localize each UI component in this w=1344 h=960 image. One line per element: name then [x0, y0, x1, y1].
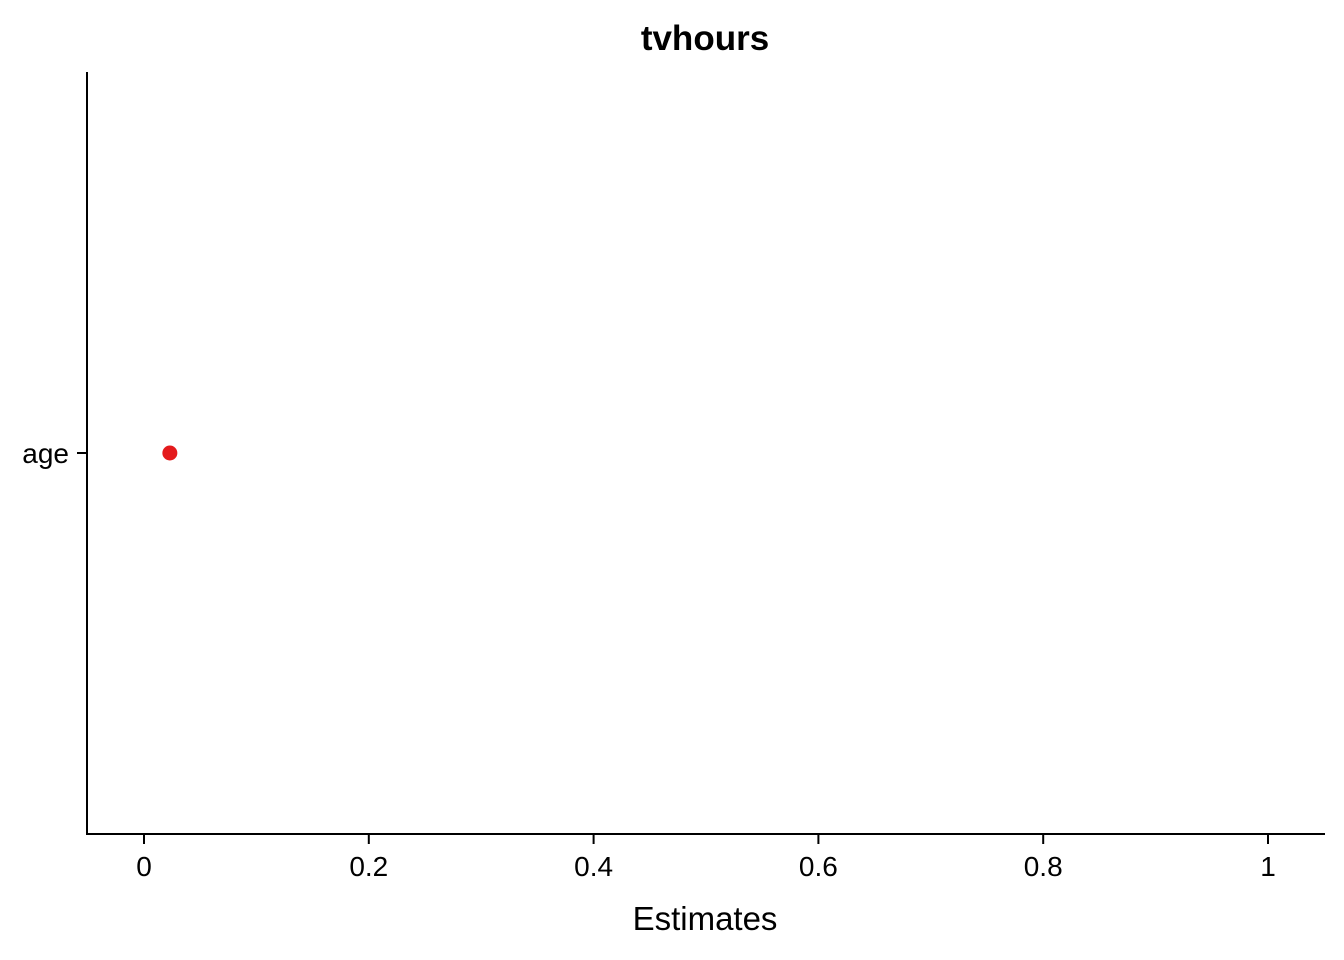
x-tick-label: 0.8: [1024, 851, 1063, 882]
x-tick-label: 1: [1260, 851, 1276, 882]
x-tick-label: 0: [136, 851, 152, 882]
y-tick-label-age: age: [22, 438, 69, 469]
x-tick-label: 0.6: [799, 851, 838, 882]
chart-title: tvhours: [641, 19, 769, 58]
data-point-age: [162, 445, 178, 461]
x-axis-title: Estimates: [633, 900, 778, 937]
x-tick-label: 0.2: [349, 851, 388, 882]
x-axis-ticks: 0 0.2 0.4 0.6 0.8 1: [136, 834, 1276, 882]
y-axis-ticks: age: [22, 438, 87, 469]
data-points: [162, 445, 178, 461]
x-tick-label: 0.4: [574, 851, 613, 882]
